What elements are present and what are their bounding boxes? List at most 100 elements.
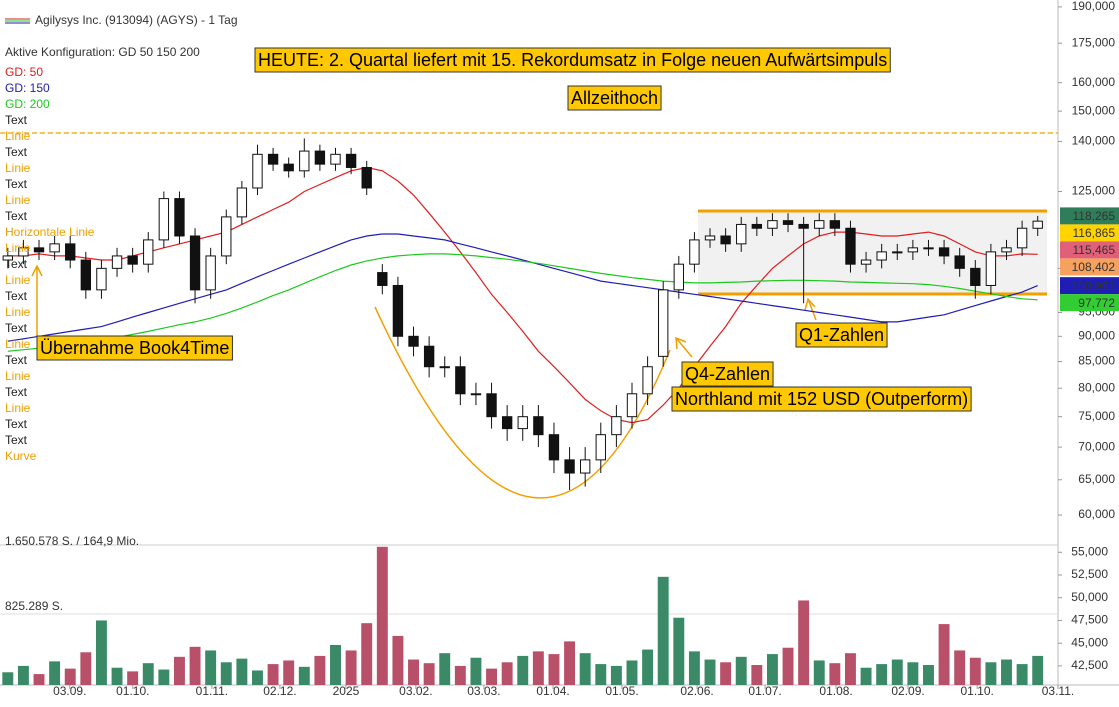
volume-bar (735, 656, 747, 685)
y-tick-label: 125,000 (1072, 184, 1116, 198)
volume-bar (298, 666, 310, 685)
volume-bar (751, 665, 763, 685)
y-tick-label: 80,000 (1078, 380, 1115, 394)
candle-body (423, 345, 435, 368)
candle-body (985, 251, 997, 286)
volume-bar (844, 653, 856, 685)
annotation-box (254, 47, 891, 73)
candle-body (1001, 247, 1012, 253)
volume-bar (657, 576, 669, 685)
candle-body (923, 247, 934, 250)
volume-bar (626, 660, 638, 685)
volume-bar (314, 655, 326, 685)
x-tick-label: 02.12. (263, 684, 296, 698)
volume-bar (610, 665, 622, 685)
volume-bar (345, 650, 357, 685)
candle-body (455, 366, 466, 395)
arrow (675, 336, 693, 358)
drawing-entry: Horizontale Linie (5, 225, 95, 239)
drawing-entry: Text (5, 257, 28, 271)
drawing-entry: Text (5, 145, 28, 159)
candle-body (954, 255, 965, 269)
candle-body (938, 247, 950, 257)
drawing-entry: Text (5, 417, 28, 431)
candle-body (111, 255, 123, 269)
candle-body (689, 239, 700, 265)
curve (374, 306, 671, 499)
candle-body (221, 216, 232, 257)
candle-body (658, 289, 669, 357)
candle-body (470, 393, 482, 396)
volume-bar (111, 667, 123, 685)
candle-body (252, 153, 263, 189)
candle-body (782, 220, 794, 225)
candle-body (595, 434, 606, 461)
x-tick-label: 03.03. (467, 684, 500, 698)
volume-bar (564, 641, 576, 685)
volume-tick-label: 47,500 (1071, 613, 1108, 627)
volume-bar (782, 647, 794, 685)
drawing-entry: Linie (5, 401, 31, 415)
annotation: HEUTE: 2. Quartal liefert mit 15. Rekord… (258, 50, 887, 70)
y-tick-label: 190,000 (1072, 0, 1116, 13)
drawing-entry: Text (5, 321, 28, 335)
volume-bar (49, 661, 61, 685)
y-tick-label: 90,000 (1078, 328, 1115, 342)
volume-bar (142, 663, 154, 685)
volume-label: 1.650.578 S. / 164,9 Mio. (5, 534, 139, 548)
candle-body (299, 150, 310, 172)
legend-entry: GD: 200 (5, 97, 50, 111)
candle-body (907, 247, 919, 253)
candle-body (533, 416, 544, 436)
candle-body (96, 267, 107, 291)
drawing-entry: Text (5, 113, 28, 127)
candle-body (892, 251, 903, 254)
volume-bar (361, 623, 373, 685)
volume-bar (189, 646, 201, 685)
volume-bar (1016, 664, 1028, 685)
price-tag (1060, 294, 1119, 312)
candle-body (626, 393, 638, 418)
candle-body (330, 153, 341, 165)
volume-tick-label: 45,000 (1071, 635, 1108, 649)
candle-body (579, 459, 591, 474)
x-tick-label: 01.07. (748, 684, 781, 698)
arrow (31, 264, 43, 337)
volume-bar (470, 657, 482, 685)
volume-label: 825.289 S. (5, 599, 63, 613)
volume-bar (517, 655, 529, 685)
price-tag (1060, 207, 1119, 225)
candle-body (970, 267, 981, 286)
candle-body (564, 459, 575, 474)
annotation: Q4-Zahlen (685, 364, 770, 384)
volume-bar (423, 663, 435, 685)
x-tick-label: 01.10. (116, 684, 149, 698)
volume-tick-label: 52,500 (1071, 567, 1108, 581)
price-tag (1060, 277, 1119, 295)
candle-body (611, 416, 622, 436)
annotation: Northland mit 152 USD (Outperform) (675, 389, 968, 409)
volume-bar (595, 664, 607, 685)
candle-body (486, 393, 497, 418)
candle-body (1032, 220, 1043, 229)
y-tick-label: 160,000 (1072, 75, 1116, 89)
candle-body (736, 223, 747, 245)
candle-body (767, 220, 778, 229)
volume-bar (907, 662, 919, 685)
candle-body (829, 220, 841, 229)
drawing-entry: Linie (5, 161, 31, 175)
volume-bar (688, 651, 700, 685)
moving-average-line (7, 253, 1038, 352)
volume-tick-label: 50,000 (1071, 590, 1108, 604)
volume-bar (267, 664, 279, 685)
x-tick-label: 01.05. (605, 684, 638, 698)
annotation: Q1-Zahlen (799, 325, 884, 345)
volume-bar (532, 651, 544, 685)
candle-body (642, 366, 653, 395)
volume-bar (642, 649, 654, 685)
candle-body (174, 198, 185, 237)
volume-bar (205, 650, 217, 685)
chart-subtitle: Aktive Konfiguration: GD 50 150 200 (5, 45, 200, 59)
